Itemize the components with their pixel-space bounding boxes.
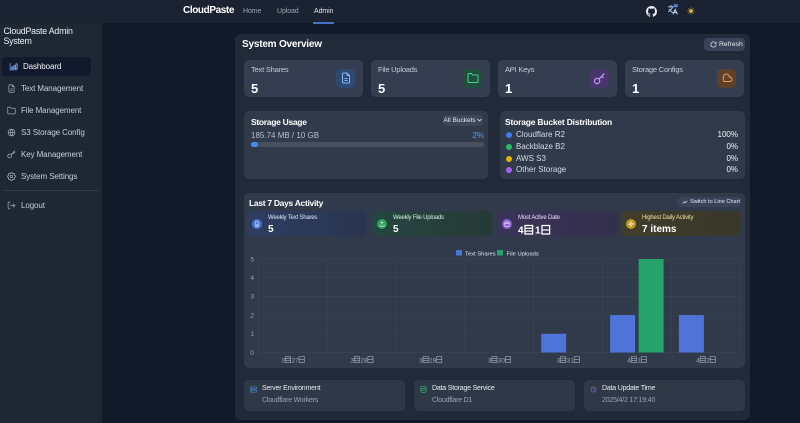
svg-text:3: 3 xyxy=(557,358,561,365)
svg-text:30: 30 xyxy=(498,358,506,365)
svg-text:1: 1 xyxy=(535,225,541,235)
svg-text:3: 3 xyxy=(419,358,423,365)
svg-text:Text Shares: Text Shares xyxy=(465,252,496,258)
svg-text:31: 31 xyxy=(567,358,575,365)
svg-text:4: 4 xyxy=(627,358,631,365)
svg-text:1: 1 xyxy=(250,331,254,338)
svg-text:2: 2 xyxy=(250,312,254,319)
svg-text:29: 29 xyxy=(429,358,437,365)
svg-text:28: 28 xyxy=(360,358,368,365)
svg-text:4: 4 xyxy=(696,358,700,365)
svg-text:3: 3 xyxy=(281,358,285,365)
svg-text:File Uploads: File Uploads xyxy=(507,252,539,258)
svg-text:2: 2 xyxy=(706,358,710,365)
svg-text:3: 3 xyxy=(488,358,492,365)
svg-text:1: 1 xyxy=(637,358,641,365)
svg-text:0: 0 xyxy=(250,350,254,357)
svg-text:5: 5 xyxy=(250,256,254,263)
svg-text:27: 27 xyxy=(292,358,300,365)
svg-text:3: 3 xyxy=(250,294,254,301)
svg-text:3: 3 xyxy=(350,358,354,365)
svg-text:4: 4 xyxy=(250,275,254,282)
svg-text:4: 4 xyxy=(518,225,524,235)
